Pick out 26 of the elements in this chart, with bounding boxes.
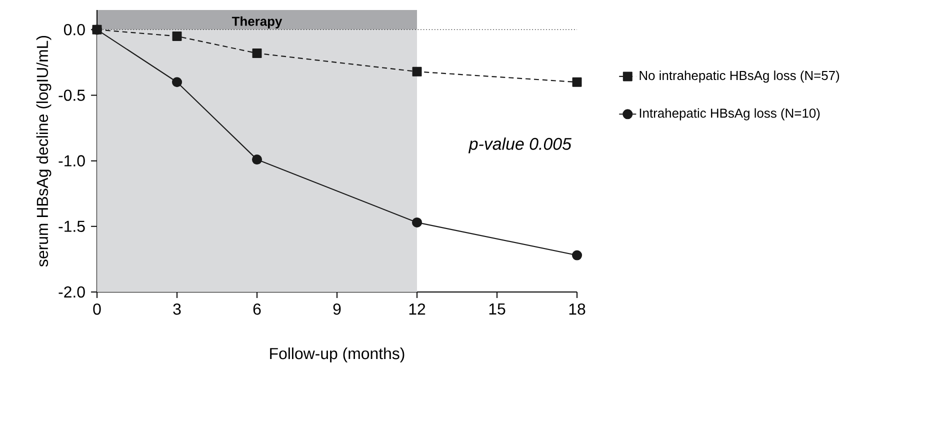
x-tick-label: 6: [253, 303, 261, 315]
band-label: Therapy: [232, 16, 282, 28]
x-tick-label: 3: [173, 303, 181, 315]
annotation: p-value 0.005: [468, 137, 572, 154]
y-tick-label: -1.5: [58, 220, 85, 232]
point: [252, 48, 262, 58]
x-tick-label: 0: [93, 303, 101, 315]
point: [572, 77, 582, 87]
point: [172, 77, 182, 88]
point: [572, 250, 582, 260]
point: [172, 31, 182, 41]
y-tick-label: -2.0: [58, 286, 85, 298]
y-axis-title: serum HBsAg decline (logIU/mL): [36, 36, 52, 267]
x-tick-label: 9: [333, 303, 341, 315]
x-tick-label: 15: [489, 303, 506, 315]
y-tick-label: -1.0: [58, 155, 85, 166]
legend-label: Intrahepatic HBsAg loss (N=10): [640, 108, 820, 120]
x-tick-label: 18: [569, 303, 586, 315]
x-axis-title: Follow-up (months): [270, 348, 404, 362]
y-tick-label: 0.0: [64, 24, 85, 36]
x-tick-label: 12: [409, 303, 426, 315]
point: [252, 154, 262, 165]
legend-label: No intrahepatic HBsAg loss (N=57): [640, 70, 840, 83]
point: [412, 66, 422, 76]
point: [412, 217, 422, 228]
y-tick-label: -0.5: [58, 90, 85, 101]
